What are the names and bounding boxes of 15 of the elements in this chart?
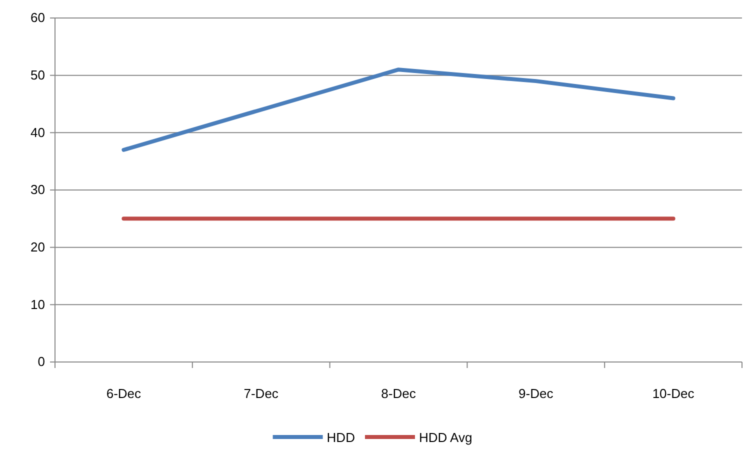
x-tick-label: 9-Dec	[518, 386, 554, 401]
y-tick-label: 60	[30, 10, 45, 26]
legend-label: HDD	[326, 430, 355, 445]
line-series	[122, 68, 676, 152]
y-tick-label: 20	[30, 239, 45, 254]
y-tick-label: 0	[38, 354, 45, 370]
legend-label: HDD Avg	[418, 430, 472, 445]
x-tick-label: 8-Dec	[381, 386, 416, 401]
y-tick-label: 30	[30, 182, 45, 198]
y-tick-label: 40	[30, 124, 45, 140]
x-tick-label: 6-Dec	[106, 386, 142, 401]
y-tick-label: 10	[30, 296, 45, 312]
x-tick-label: 7-Dec	[244, 386, 279, 401]
y-tick-label: 50	[30, 67, 45, 82]
x-tick-label: 10-Dec	[652, 386, 695, 401]
